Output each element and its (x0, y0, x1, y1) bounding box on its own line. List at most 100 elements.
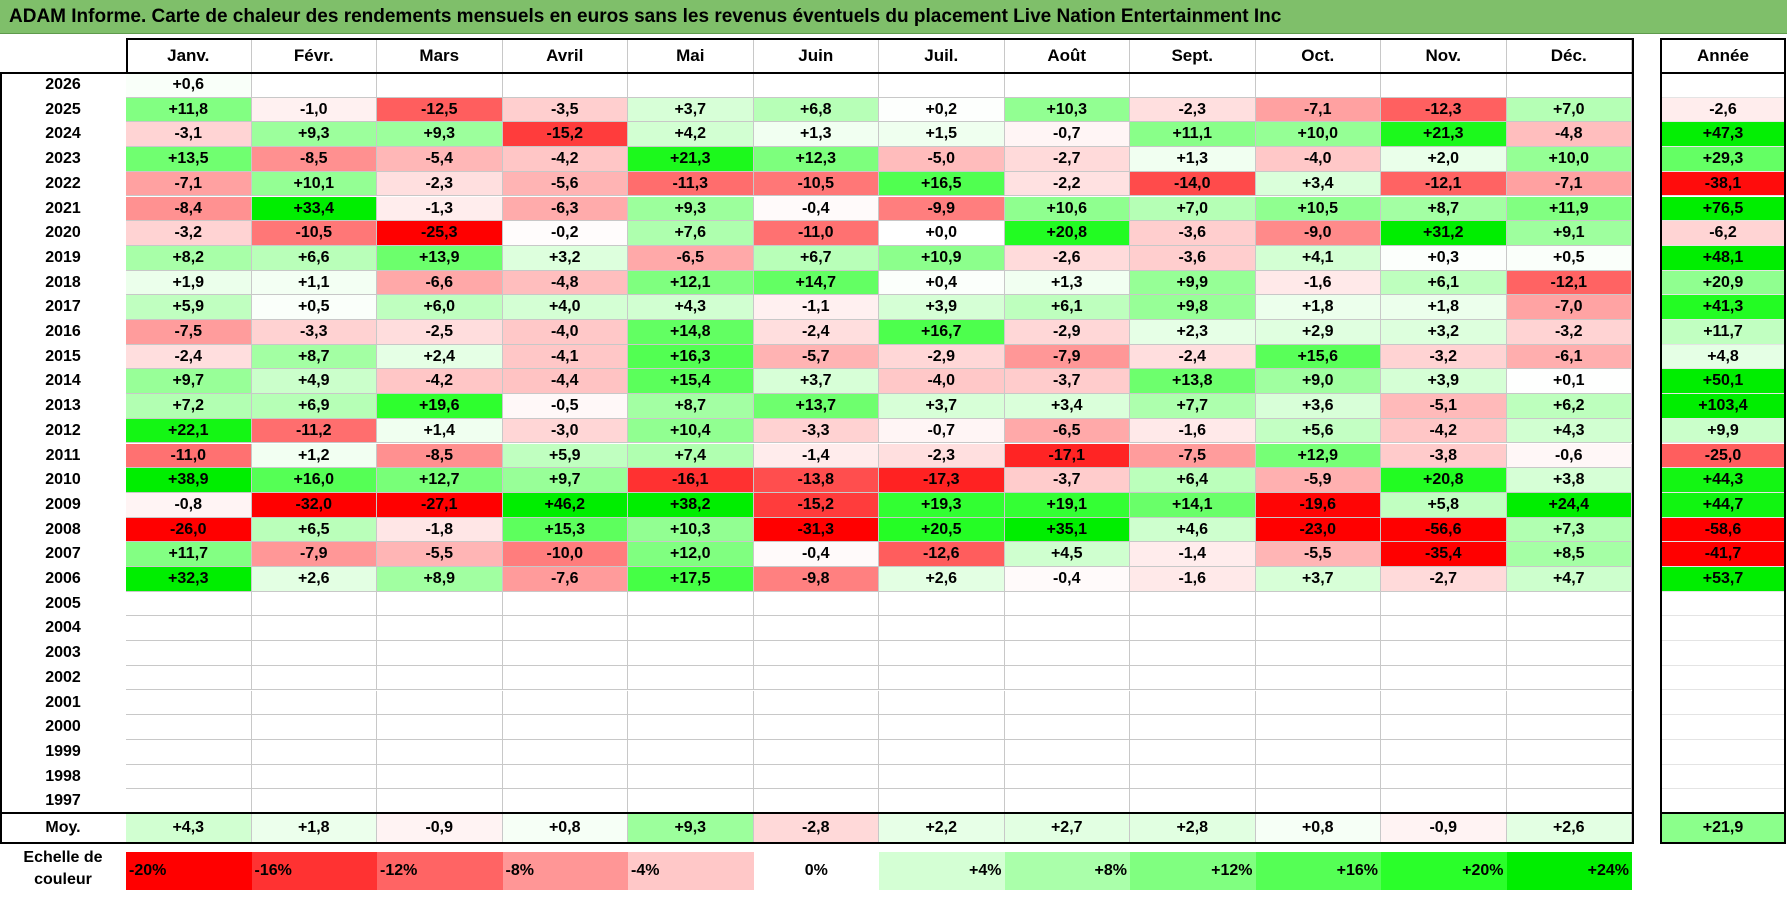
year-label: 2016 (45, 323, 81, 340)
heatmap-cell (502, 591, 628, 617)
heatmap-cell: -56,6 (1381, 517, 1507, 543)
heatmap-cell (251, 641, 377, 666)
heatmap-cell (377, 616, 503, 642)
heatmap-cell: +1,3 (1130, 147, 1256, 172)
heatmap-cell (879, 715, 1005, 740)
year-label: 2007 (45, 545, 81, 563)
heatmap-cell (1381, 764, 1507, 790)
heatmap-cell (1255, 73, 1381, 98)
year-total-header: Année (1660, 38, 1786, 73)
heatmap-cell: -4,0 (502, 320, 628, 345)
heatmap-cell (1506, 73, 1632, 98)
legend-swatch: +16% (1255, 852, 1381, 890)
heatmap-cell: +13,8 (1130, 369, 1256, 395)
heatmap-cell: +10,5 (1255, 196, 1381, 222)
annual-return-cell (1660, 665, 1786, 691)
heatmap-cell (377, 665, 503, 691)
annual-return-cell: +41,3 (1660, 295, 1786, 320)
heatmap-cell: +0,4 (879, 270, 1005, 296)
heatmap-cell: -5,0 (879, 147, 1005, 172)
heatmap-cell: +33,4 (251, 196, 377, 222)
heatmap-cell (502, 789, 628, 814)
heatmap-cell (251, 690, 377, 716)
heatmap-cell (628, 789, 754, 814)
heatmap-cell: -15,2 (502, 122, 628, 148)
average-annual-cell: +21,9 (1660, 813, 1786, 843)
heatmap-cell: -2,4 (1130, 344, 1256, 370)
heatmap-cell: -1,6 (1255, 270, 1381, 296)
heatmap-cell: -10,0 (502, 542, 628, 567)
heatmap-cell: +9,8 (1130, 295, 1256, 320)
heatmap-cell (502, 739, 628, 765)
heatmap-cell (1255, 715, 1381, 740)
heatmap-cell: -2,5 (377, 320, 503, 345)
year-label: 2002 (45, 668, 81, 686)
year-label: 2012 (45, 421, 81, 439)
year-label: 2005 (45, 594, 81, 612)
heatmap-cell (502, 616, 628, 642)
heatmap-cell: -3,0 (502, 418, 628, 444)
heatmap-cell: -35,4 (1381, 542, 1507, 567)
heatmap-cell (1506, 616, 1632, 642)
heatmap-cell: -2,2 (1004, 171, 1130, 197)
heatmap-cell: +4,6 (1130, 517, 1256, 543)
legend-swatch: -20% (126, 852, 252, 890)
annual-return-cell: +11,7 (1660, 320, 1786, 345)
heatmap-cell: +19,1 (1004, 492, 1130, 518)
heatmap-cell (1004, 789, 1130, 814)
legend-swatch: +8% (1004, 852, 1130, 890)
heatmap-cell: -3,5 (502, 97, 628, 123)
heatmap-cell (1255, 739, 1381, 765)
heatmap-cell: +11,8 (126, 97, 252, 123)
heatmap-cell (753, 715, 879, 740)
month-header: Juin (753, 38, 879, 73)
heatmap-cell: +6,0 (377, 295, 503, 320)
heatmap-cell (753, 764, 879, 790)
average-row-separator (0, 812, 1634, 814)
heatmap-cell (1381, 715, 1507, 740)
heatmap-cell: +7,7 (1130, 394, 1256, 419)
heatmap-cell: +2,6 (879, 567, 1005, 592)
heatmap-cell (879, 764, 1005, 790)
legend-title: Echelle de couleur (0, 847, 126, 891)
heatmap-cell: +6,6 (251, 245, 377, 271)
year-label: 1997 (45, 792, 81, 810)
heatmap-cell: +0,6 (126, 73, 252, 98)
heatmap-cell: +22,1 (126, 418, 252, 444)
heatmap-cell: -0,7 (1004, 122, 1130, 148)
heatmap-cell: +3,7 (1255, 567, 1381, 592)
heatmap-cell (251, 715, 377, 740)
average-cell: +1,8 (251, 813, 377, 843)
heatmap-cell: +9,7 (502, 468, 628, 493)
heatmap-cell (628, 641, 754, 666)
month-header: Janv. (126, 38, 252, 73)
heatmap-cell: -0,5 (502, 394, 628, 419)
heatmap-cell: -1,4 (753, 443, 879, 469)
heatmap-cell: +9,1 (1506, 221, 1632, 246)
heatmap-cell (1130, 739, 1256, 765)
year-label: 1998 (45, 767, 81, 785)
heatmap-cell: -6,6 (377, 270, 503, 296)
heatmap-cell (1381, 641, 1507, 666)
average-cell: +4,3 (126, 813, 252, 843)
heatmap-cell: -0,4 (1004, 567, 1130, 592)
heatmap-cell: -17,3 (879, 468, 1005, 493)
heatmap-cell (753, 665, 879, 691)
heatmap-cell: -2,9 (879, 344, 1005, 370)
heatmap-cell: +3,4 (1255, 171, 1381, 197)
heatmap-cell: +4,3 (1506, 418, 1632, 444)
heatmap-cell: -3,8 (1381, 443, 1507, 469)
heatmap-cell (628, 764, 754, 790)
heatmap-cell: -3,3 (251, 320, 377, 345)
heatmap-cell: -4,0 (879, 369, 1005, 395)
heatmap-cell (502, 715, 628, 740)
heatmap-cell: -0,8 (126, 492, 252, 518)
heatmap-cell: -1,6 (1130, 567, 1256, 592)
heatmap-cell: -14,0 (1130, 171, 1256, 197)
heatmap-cell (1506, 789, 1632, 814)
heatmap-cell: -3,2 (1381, 344, 1507, 370)
heatmap-cell: -8,5 (377, 443, 503, 469)
heatmap-cell (377, 73, 503, 98)
heatmap-cell: -3,2 (126, 221, 252, 246)
heatmap-cell (502, 764, 628, 790)
